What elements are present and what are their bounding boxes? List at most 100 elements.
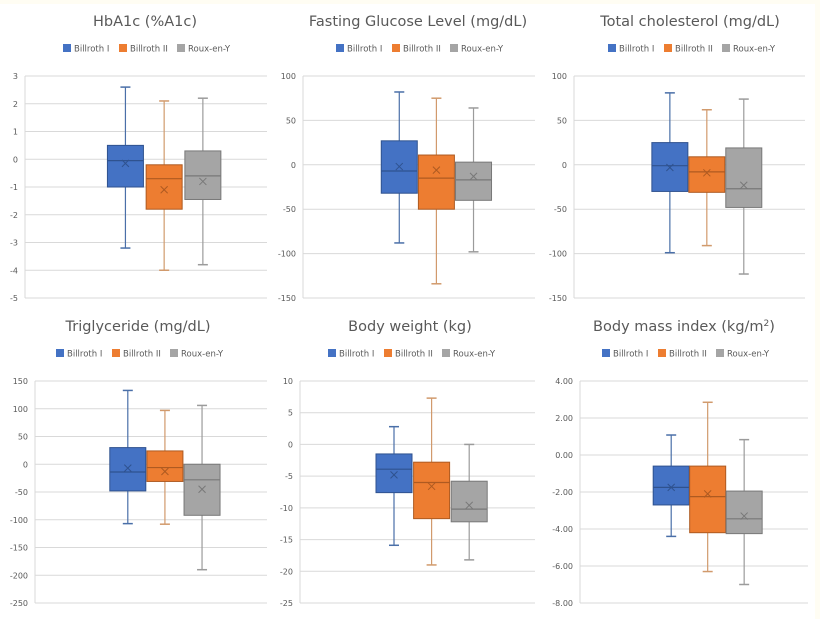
mean-marker bbox=[121, 159, 130, 168]
legend-label: Billroth II bbox=[403, 45, 441, 55]
box-roux-en-y bbox=[183, 404, 221, 571]
y-tick-label: -2.00 bbox=[552, 488, 573, 497]
legend-item: Billroth I bbox=[56, 349, 102, 360]
legend-item: Billroth I bbox=[336, 44, 382, 55]
legend-label: Roux-en-Y bbox=[727, 350, 770, 360]
legend-item: Roux-en-Y bbox=[170, 349, 224, 360]
legend-swatch bbox=[336, 44, 344, 52]
legend-label: Billroth I bbox=[619, 45, 654, 55]
y-tick-label: 2.00 bbox=[555, 414, 573, 423]
iqr-box bbox=[652, 465, 690, 506]
legend-item: Roux-en-Y bbox=[722, 44, 776, 55]
box-roux-en-y bbox=[184, 97, 222, 266]
chart-panel-3: Total cholesterol (mg/dL) Billroth I Billr… bbox=[549, 14, 805, 303]
iqr-box bbox=[455, 161, 493, 201]
iqr-box bbox=[184, 150, 222, 200]
y-tick-label: -250 bbox=[10, 599, 28, 608]
y-tick-label: -100 bbox=[549, 250, 567, 259]
legend-swatch bbox=[63, 44, 71, 52]
legend-label: Roux-en-Y bbox=[461, 45, 504, 55]
mean-marker bbox=[390, 471, 398, 479]
legend-label: Roux-en-Y bbox=[733, 45, 776, 55]
iqr-box bbox=[689, 465, 727, 534]
iqr-box bbox=[725, 147, 763, 208]
legend-swatch bbox=[384, 349, 392, 357]
y-tick-label: -25 bbox=[280, 599, 293, 608]
legend-label: Billroth II bbox=[123, 350, 161, 360]
chart-panel-2: Fasting Glucose Level (mg/dL) Billroth I B… bbox=[278, 14, 535, 303]
box-billroth-i bbox=[651, 92, 689, 254]
legend-swatch bbox=[177, 44, 185, 52]
iqr-box bbox=[109, 447, 147, 492]
legend-label: Billroth I bbox=[67, 350, 102, 360]
y-tick-label: -5 bbox=[285, 472, 293, 481]
mean-marker bbox=[432, 166, 441, 174]
y-tick-label: 50 bbox=[557, 116, 567, 125]
legend-swatch bbox=[119, 44, 127, 52]
chart-title: Fasting Glucose Level (mg/dL) bbox=[309, 14, 527, 30]
y-tick-label: -3 bbox=[10, 239, 18, 248]
y-tick-label: 0 bbox=[562, 161, 567, 170]
chart-title: Body mass index (kg/m2) bbox=[593, 319, 775, 335]
y-tick-label: 0 bbox=[291, 161, 296, 170]
chart-title: Total cholesterol (mg/dL) bbox=[599, 14, 780, 30]
legend-swatch bbox=[664, 44, 672, 52]
y-tick-label: -2 bbox=[10, 211, 18, 220]
mean-marker bbox=[666, 163, 674, 172]
legend: Billroth I Billroth II Roux-en-Y bbox=[63, 44, 231, 55]
iqr-box bbox=[413, 461, 451, 520]
y-tick-label: 4.00 bbox=[555, 377, 573, 386]
y-tick-label: -1 bbox=[10, 183, 18, 192]
y-tick-label: 100 bbox=[13, 405, 28, 414]
figure-sheet bbox=[0, 4, 815, 619]
iqr-box bbox=[417, 154, 455, 210]
legend-swatch bbox=[602, 349, 610, 357]
mean-marker bbox=[427, 482, 436, 491]
legend-item: Billroth II bbox=[112, 349, 161, 360]
box-roux-en-y bbox=[725, 438, 763, 586]
box-billroth-ii bbox=[417, 97, 455, 285]
y-tick-label: 5 bbox=[288, 409, 293, 418]
y-tick-label: -10 bbox=[280, 504, 293, 513]
box-billroth-ii bbox=[688, 108, 726, 247]
y-tick-label: 2 bbox=[13, 100, 18, 109]
chart-title: HbA1c (%A1c) bbox=[93, 14, 197, 30]
box-billroth-i bbox=[652, 434, 690, 538]
y-tick-label: -8.00 bbox=[552, 599, 573, 608]
iqr-box bbox=[450, 480, 488, 523]
y-tick-label: 1 bbox=[13, 128, 18, 137]
legend: Billroth I Billroth II Roux-en-Y bbox=[328, 349, 496, 360]
legend-item: Billroth I bbox=[63, 44, 109, 55]
box-billroth-i bbox=[106, 86, 144, 249]
y-tick-label: -150 bbox=[10, 544, 28, 553]
legend-label: Billroth II bbox=[675, 45, 713, 55]
y-tick-label: -100 bbox=[10, 516, 28, 525]
box-billroth-ii bbox=[145, 100, 183, 271]
legend-item: Billroth II bbox=[384, 349, 433, 360]
y-tick-label: 150 bbox=[13, 377, 28, 386]
legend-label: Roux-en-Y bbox=[181, 350, 224, 360]
y-tick-label: -100 bbox=[278, 250, 296, 259]
legend-item: Roux-en-Y bbox=[177, 44, 231, 55]
box-billroth-ii bbox=[413, 397, 451, 566]
mean-marker bbox=[123, 464, 132, 472]
y-tick-label: 0.00 bbox=[555, 451, 573, 460]
legend-item: Billroth I bbox=[602, 349, 648, 360]
y-tick-label: 100 bbox=[552, 72, 567, 81]
box-roux-en-y bbox=[725, 98, 763, 275]
legend-swatch bbox=[658, 349, 666, 357]
mean-marker bbox=[198, 485, 206, 494]
legend-swatch bbox=[450, 44, 458, 52]
mean-marker bbox=[740, 512, 749, 520]
y-tick-label: 0 bbox=[23, 460, 28, 469]
legend-label: Roux-en-Y bbox=[188, 45, 231, 55]
y-tick-label: 0 bbox=[288, 440, 293, 449]
mean-marker bbox=[199, 177, 207, 186]
y-tick-label: 50 bbox=[286, 116, 296, 125]
legend-swatch bbox=[442, 349, 450, 357]
legend-label: Billroth II bbox=[669, 350, 707, 360]
y-tick-label: -20 bbox=[280, 567, 293, 576]
iqr-box bbox=[725, 490, 763, 535]
legend-item: Roux-en-Y bbox=[716, 349, 770, 360]
y-tick-label: -4 bbox=[10, 266, 18, 275]
